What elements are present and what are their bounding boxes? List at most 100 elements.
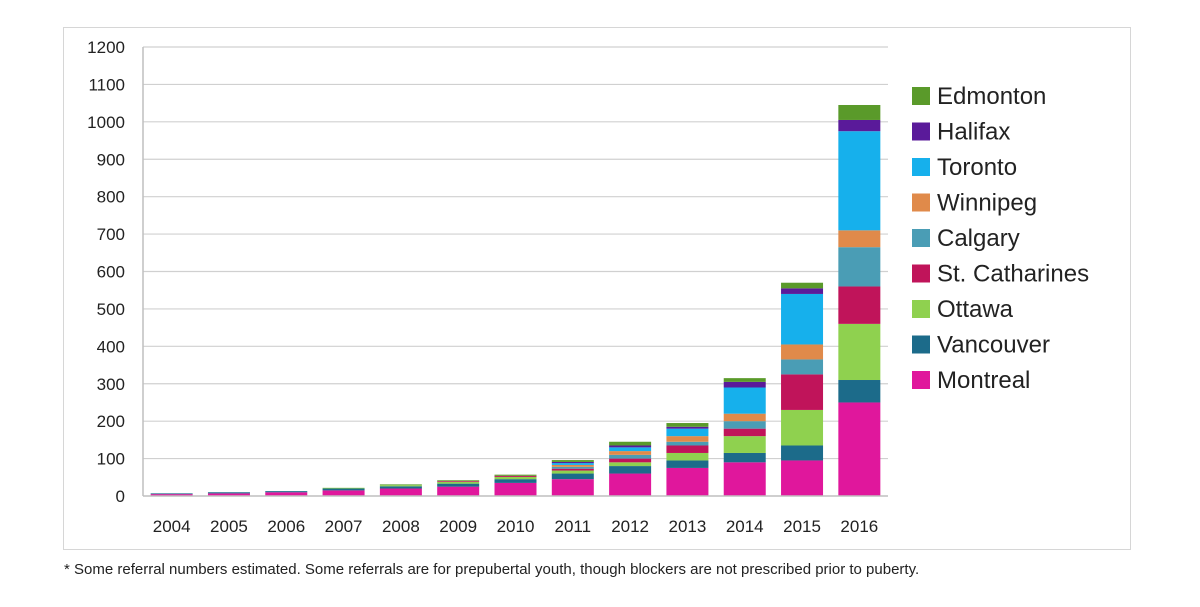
bar-segment [838,402,881,496]
legend-swatch [912,371,930,389]
bar-segment [551,461,594,464]
x-tick-label: 2014 [726,517,764,536]
bar-segment [207,493,250,496]
bar-segment [838,104,881,120]
bar-segment [207,492,250,494]
bar-segment [666,436,709,442]
bar-segment [838,119,881,132]
bar-segment [838,323,881,381]
legend-label: Winnipeg [937,190,1037,217]
bar-segment [609,445,652,448]
bar-segment [609,473,652,496]
x-tick-label: 2010 [497,517,535,536]
x-tick-label: 2011 [555,517,592,536]
x-tick-label: 2009 [439,517,477,536]
footnote: * Some referral numbers estimated. Some … [64,561,920,578]
bar-segment [379,485,422,487]
y-tick-label: 1000 [87,113,125,132]
bar-segment [838,131,881,231]
bar-segment [781,282,824,289]
bar-segment [609,441,652,446]
bar-segment [551,464,594,467]
bar-segment [379,486,422,489]
y-tick-label: 200 [97,412,125,431]
y-tick-label: 700 [97,225,125,244]
x-tick-label: 2015 [783,517,821,536]
x-tick-label: 2006 [267,517,305,536]
bar-segment [723,428,766,437]
y-tick-label: 400 [97,337,125,356]
bar-segment [666,426,709,429]
bar-segment [723,413,766,422]
bar-segment [666,452,709,461]
bar-segment [551,466,594,469]
bar-segment [838,380,881,403]
legend-swatch [912,158,930,176]
bar-segment [150,493,193,495]
bar-segment [838,286,881,324]
bar-segment [781,409,824,446]
bar-segment [551,473,594,480]
bar-segment [494,482,537,496]
legend-label: St. Catharines [937,261,1089,288]
legend-label: Montreal [937,367,1030,394]
bar-segment [723,387,766,414]
legend-label: Ottawa [937,296,1014,323]
bar-segment [723,378,766,382]
x-tick-label: 2005 [210,517,248,536]
bar-segment [723,436,766,453]
bar-segment [379,488,422,496]
bar-segment [551,479,594,496]
bar-segment [437,480,480,482]
bar-segment [781,359,824,375]
bar-segment [838,230,881,248]
bar-segment [551,470,594,474]
bar-segment [781,344,824,360]
bar-segment [322,488,365,491]
bar-segment [437,481,480,484]
bar-segment [666,423,709,427]
y-tick-label: 1100 [88,75,125,94]
x-tick-label: 2004 [153,517,191,536]
x-tick-label: 2013 [669,517,707,536]
legend-swatch [912,122,930,141]
bar-segment [781,288,824,294]
bar-segment [150,494,193,496]
legend-swatch [912,87,930,105]
legend-label: Calgary [937,225,1020,252]
y-tick-label: 900 [97,150,125,169]
bar-segment [551,463,594,465]
y-tick-label: 0 [116,487,125,506]
legend-swatch [912,300,930,318]
bar-segment [609,466,652,474]
bar-segment [666,441,709,446]
bar-segment [723,381,766,388]
legend-label: Vancouver [937,332,1050,359]
legend-label: Toronto [937,154,1017,181]
bar-segment [551,468,594,471]
y-tick-label: 300 [97,375,125,394]
bar-segment [437,481,480,482]
chart-frame [63,27,1131,550]
bar-segment [265,492,308,496]
bar-segment [322,490,365,496]
bar-segment [723,462,766,496]
bar-segment [494,479,537,483]
bar-segment [609,458,652,463]
bar-segment [723,452,766,463]
y-tick-label: 100 [97,450,125,469]
y-tick-label: 600 [97,263,125,282]
bar-segment [437,486,480,496]
bar-segment [437,483,480,487]
legend-swatch [912,229,930,247]
legend-label: Halifax [937,119,1010,146]
bar-segment [322,487,365,489]
y-tick-label: 800 [97,188,125,207]
bar-segment [551,460,594,462]
x-tick-label: 2007 [325,517,363,536]
bar-segment [494,475,537,477]
legend-label: Edmonton [937,83,1046,110]
bar-segment [265,491,308,493]
bar-segment [494,476,537,480]
bar-segment [781,293,824,345]
